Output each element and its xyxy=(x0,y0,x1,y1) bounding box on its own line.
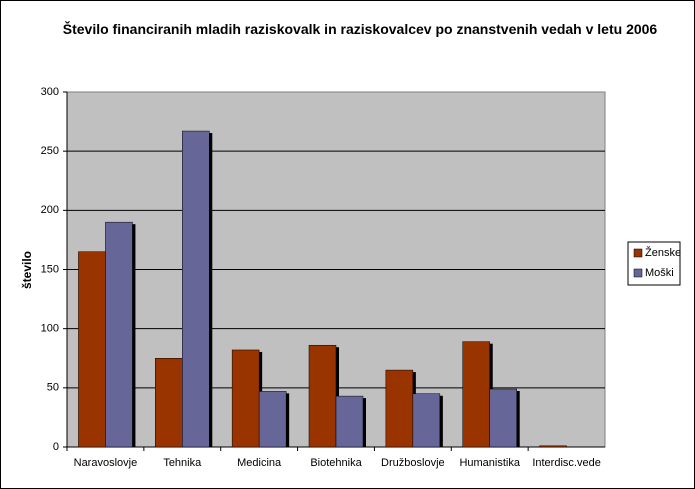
x-tick-label: Tehnika xyxy=(163,457,202,469)
y-tick-label: 50 xyxy=(47,382,59,394)
x-tick-label: Medicina xyxy=(237,457,282,469)
bar xyxy=(105,221,133,448)
legend-swatch xyxy=(633,268,643,278)
x-tick-label: Naravoslovje xyxy=(74,457,138,469)
bar xyxy=(539,445,567,448)
bar xyxy=(155,358,183,448)
bar xyxy=(78,251,106,448)
y-tick-label: 250 xyxy=(41,145,59,157)
y-tick-label: 100 xyxy=(41,323,59,335)
x-tick-label: Humanistika xyxy=(459,457,520,469)
bar xyxy=(462,341,490,448)
y-axis-label: število xyxy=(20,251,34,289)
bar xyxy=(412,393,441,448)
bar xyxy=(182,130,210,448)
y-tick-label: 200 xyxy=(41,204,59,216)
x-tick-label: Družboslovje xyxy=(381,457,445,469)
legend-label: Moški xyxy=(645,267,674,279)
chart-title: Število financiranih mladih raziskovalk … xyxy=(62,21,658,37)
bar xyxy=(258,391,287,448)
x-tick-label: Biotehnika xyxy=(310,457,362,469)
bar xyxy=(335,395,364,448)
y-tick-label: 0 xyxy=(53,441,59,453)
bar xyxy=(231,349,260,448)
bar xyxy=(308,344,337,448)
legend-swatch xyxy=(633,248,643,258)
bar xyxy=(385,369,414,448)
bar xyxy=(489,388,517,448)
legend-label: Ženske xyxy=(645,246,681,259)
y-tick-label: 150 xyxy=(41,263,59,275)
x-tick-label: Interdisc.vede xyxy=(532,457,600,469)
y-tick-label: 300 xyxy=(41,86,59,98)
